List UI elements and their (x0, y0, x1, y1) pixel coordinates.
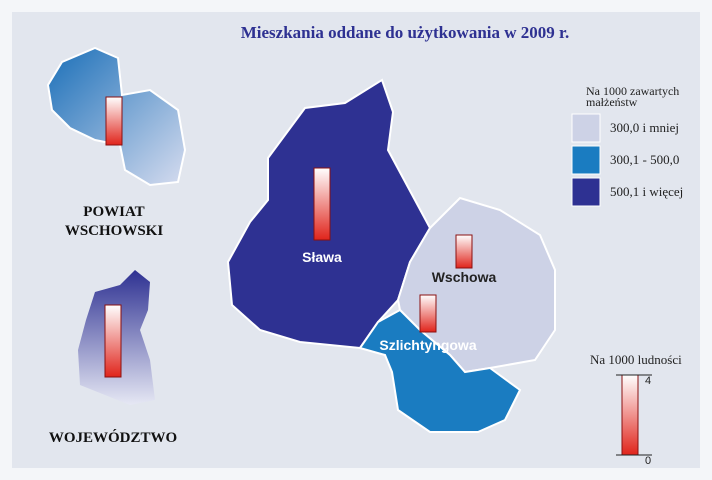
legend-swatch (571, 177, 601, 207)
overview-label: WOJEWÓDZTWO (49, 429, 177, 446)
overview-label: POWIAT (83, 204, 144, 220)
region-label: Szlichtyngowa (379, 337, 476, 353)
legend-title: Na 1000 zawartych (586, 84, 679, 98)
legend-label: 500,1 i więcej (610, 184, 683, 199)
overview-label: WSCHOWSKI (65, 223, 164, 239)
value-bar (419, 294, 437, 333)
value-bar (104, 304, 122, 378)
title: Mieszkania oddane do użytkowania w 2009 … (241, 23, 570, 42)
scale-tick-label: 0 (645, 455, 651, 467)
region-label: Sława (302, 249, 342, 265)
region-label: Wschowa (432, 269, 497, 285)
value-bar (313, 167, 331, 241)
scale-title: Na 1000 ludności (590, 352, 682, 367)
legend-swatch (571, 145, 601, 175)
legend-title: małżeństw (586, 95, 638, 109)
legend-swatch (571, 113, 601, 143)
value-bar (455, 234, 473, 269)
scale-bar (621, 374, 639, 456)
value-bar (105, 96, 123, 146)
legend-label: 300,1 - 500,0 (610, 152, 679, 167)
legend-label: 300,0 i mniej (610, 120, 679, 135)
region-szlichtyngowa (358, 308, 522, 433)
scale-tick-label: 4 (645, 375, 651, 387)
